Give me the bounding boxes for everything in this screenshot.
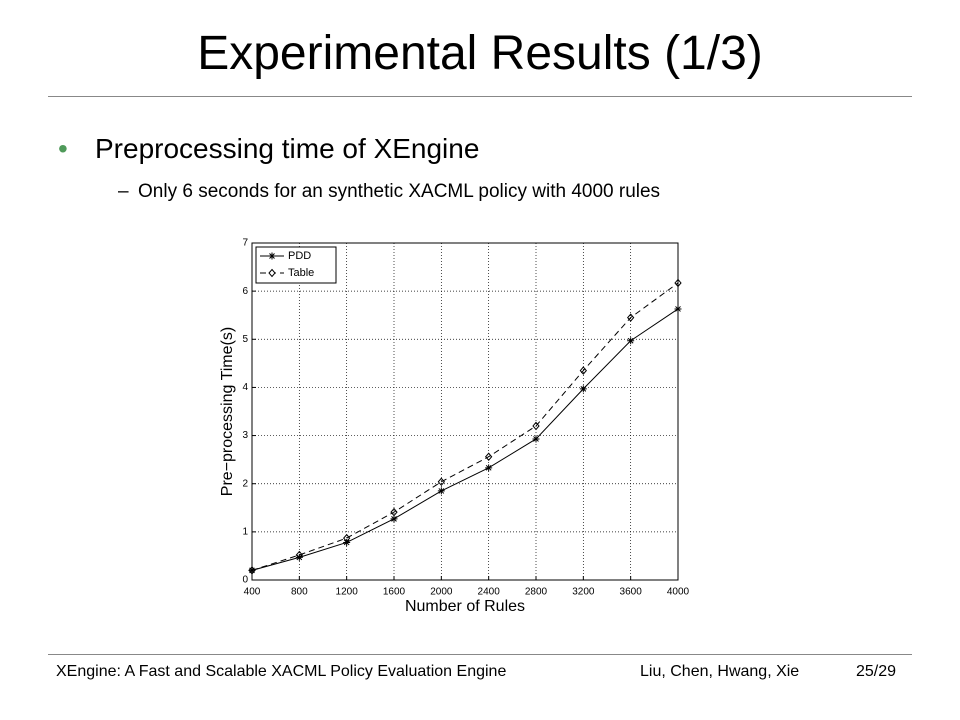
data-point [437,487,445,495]
legend-symbol [268,252,276,260]
y-tick-label: 4 [242,382,248,393]
marker [674,278,682,288]
marker [343,533,351,543]
data-point [579,385,587,393]
legend-label: Table [288,267,314,279]
marker [437,477,445,487]
data-point [532,435,540,443]
marker [295,550,303,560]
data-point [390,507,398,517]
y-tick-label: 0 [242,575,248,586]
data-point [343,533,351,543]
marker [532,421,540,431]
marker [485,464,493,472]
data-point [674,305,682,313]
data-point [674,278,682,288]
data-point [248,566,256,575]
data-point [295,550,303,560]
marker [532,435,540,443]
x-tick-label: 800 [291,587,308,598]
x-tick-label: 4000 [667,587,690,598]
divider [48,654,912,655]
footer-authors: Liu, Chen, Hwang, Xie [640,663,800,680]
data-point [532,421,540,431]
x-tick-label: 400 [244,587,261,598]
plot-area [252,243,678,580]
data-point [627,337,635,345]
y-tick-label: 3 [242,430,248,441]
series-line [251,282,679,571]
legend-symbol [268,268,276,278]
x-tick-label: 2000 [430,587,453,598]
page-number: 25/29 [856,663,897,680]
y-tick-label: 1 [242,526,248,537]
marker [485,452,493,462]
marker [437,487,445,495]
marker [579,366,587,375]
data-point [295,553,303,561]
data-point [627,313,635,322]
data-point [485,464,493,472]
data-point [343,538,351,546]
x-tick-label: 2400 [478,587,501,598]
marker [343,538,351,546]
y-tick-label: 2 [242,478,248,489]
y-tick-label: 6 [242,286,248,297]
y-axis-label: Pre−processing Time(s) [219,327,236,496]
x-tick-label: 3600 [620,587,643,598]
plot-frame [251,242,679,581]
bullet: Preprocessing time of XEngine [95,133,480,164]
marker [579,385,587,393]
x-tick-label: 3200 [572,587,595,598]
slide-title: Experimental Results (1/3) [197,27,763,80]
marker [627,313,635,322]
marker [674,305,682,313]
x-tick-label: 2800 [525,587,548,598]
marker [390,515,398,523]
legend-marker [268,268,276,278]
marker [627,337,635,345]
y-tick-label: 7 [242,238,248,249]
footer-title: XEngine: A Fast and Scalable XACML Polic… [56,663,507,680]
series-line [251,308,679,571]
data-point [390,515,398,523]
y-tick-label: 5 [242,334,248,345]
x-tick-label: 1600 [383,587,406,598]
marker [248,566,256,575]
legend-box [255,246,337,284]
legend-label: PDD [288,250,311,262]
divider [48,96,912,97]
legend-marker [268,252,276,260]
sub-bullet: Only 6 seconds for an synthetic XACML po… [138,181,661,202]
marker [295,553,303,561]
marker [390,507,398,517]
data-point [437,477,445,487]
data-point [485,452,493,462]
x-axis-label: Number of Rules [405,598,525,615]
bullet-marker: • [58,133,68,164]
data-point [579,366,587,375]
x-tick-label: 1200 [336,587,359,598]
bullet-marker: – [118,181,129,202]
